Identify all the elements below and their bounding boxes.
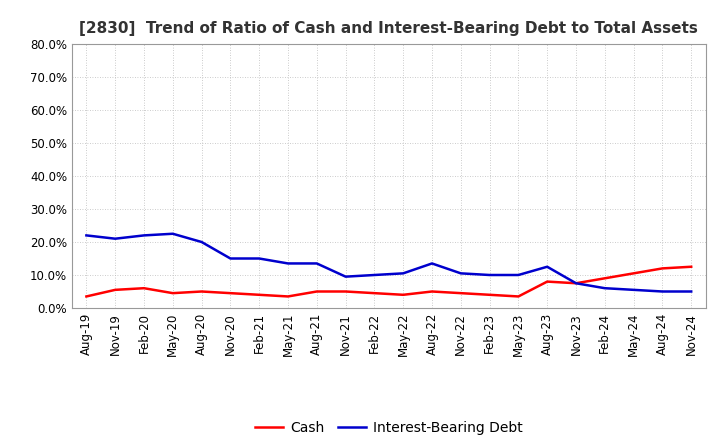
Cash — [543, 279, 552, 284]
Line: Interest-Bearing Debt: Interest-Bearing Debt — [86, 234, 691, 292]
Interest-Bearing Debt — [370, 272, 379, 278]
Cash — [312, 289, 321, 294]
Cash — [82, 294, 91, 299]
Cash — [399, 292, 408, 297]
Interest-Bearing Debt — [341, 274, 350, 279]
Interest-Bearing Debt — [514, 272, 523, 278]
Cash — [140, 286, 148, 291]
Cash — [485, 292, 494, 297]
Interest-Bearing Debt — [572, 281, 580, 286]
Cash — [284, 294, 292, 299]
Cash — [456, 290, 465, 296]
Interest-Bearing Debt — [255, 256, 264, 261]
Cash — [600, 275, 609, 281]
Cash — [428, 289, 436, 294]
Cash — [687, 264, 696, 269]
Legend: Cash, Interest-Bearing Debt: Cash, Interest-Bearing Debt — [250, 415, 528, 440]
Interest-Bearing Debt — [687, 289, 696, 294]
Interest-Bearing Debt — [658, 289, 667, 294]
Interest-Bearing Debt — [111, 236, 120, 241]
Cash — [629, 271, 638, 276]
Interest-Bearing Debt — [399, 271, 408, 276]
Cash — [111, 287, 120, 293]
Cash — [572, 281, 580, 286]
Title: [2830]  Trend of Ratio of Cash and Interest-Bearing Debt to Total Assets: [2830] Trend of Ratio of Cash and Intere… — [79, 21, 698, 36]
Cash — [168, 290, 177, 296]
Cash — [255, 292, 264, 297]
Cash — [341, 289, 350, 294]
Cash — [514, 294, 523, 299]
Interest-Bearing Debt — [428, 261, 436, 266]
Interest-Bearing Debt — [543, 264, 552, 269]
Interest-Bearing Debt — [197, 239, 206, 245]
Cash — [658, 266, 667, 271]
Interest-Bearing Debt — [629, 287, 638, 293]
Line: Cash: Cash — [86, 267, 691, 297]
Cash — [370, 290, 379, 296]
Interest-Bearing Debt — [600, 286, 609, 291]
Interest-Bearing Debt — [456, 271, 465, 276]
Interest-Bearing Debt — [284, 261, 292, 266]
Interest-Bearing Debt — [312, 261, 321, 266]
Interest-Bearing Debt — [226, 256, 235, 261]
Cash — [226, 290, 235, 296]
Interest-Bearing Debt — [82, 233, 91, 238]
Interest-Bearing Debt — [140, 233, 148, 238]
Cash — [197, 289, 206, 294]
Interest-Bearing Debt — [485, 272, 494, 278]
Interest-Bearing Debt — [168, 231, 177, 236]
